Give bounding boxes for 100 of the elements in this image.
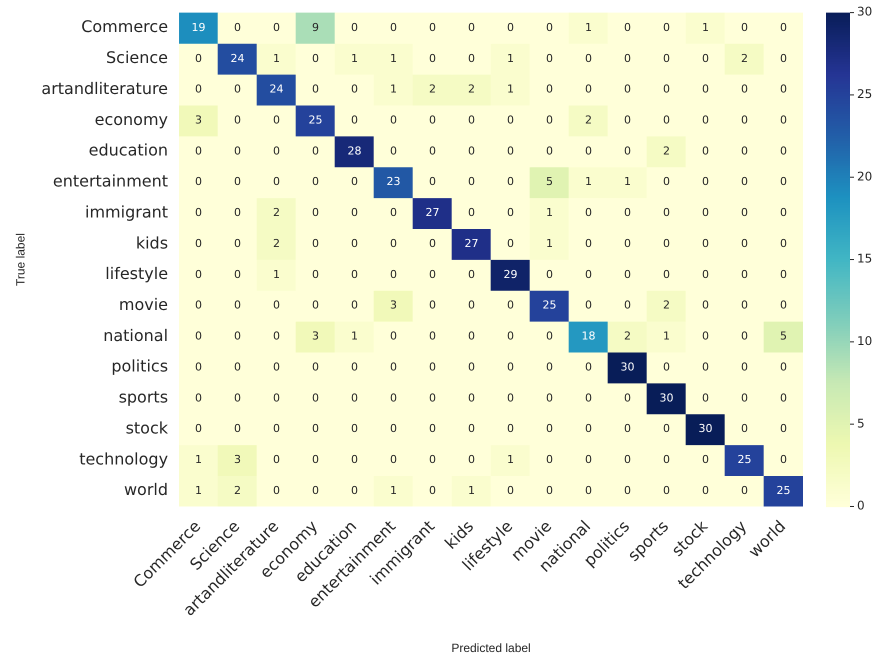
data-label: 0: [351, 453, 358, 466]
data-label: 2: [663, 144, 670, 158]
data-label: 30: [620, 360, 635, 374]
y-axis-title: True label: [14, 233, 28, 286]
data-label: 1: [468, 484, 476, 497]
data-label: 0: [663, 52, 670, 65]
data-label: 0: [351, 298, 358, 312]
data-label: 29: [504, 268, 518, 281]
data-label: 0: [507, 113, 514, 126]
data-label: 0: [234, 360, 242, 374]
data-label: 0: [312, 391, 320, 404]
data-label: 0: [468, 20, 476, 34]
data-label: 0: [780, 52, 787, 65]
data-label: 3: [390, 298, 398, 312]
data-label: 0: [468, 268, 476, 281]
data-label: 0: [624, 20, 632, 34]
data-label: 0: [351, 360, 358, 374]
data-label: 0: [195, 144, 202, 158]
data-label: 1: [195, 453, 202, 466]
data-label: 25: [542, 298, 557, 312]
data-label: 0: [624, 422, 632, 436]
data-label: 1: [585, 175, 592, 188]
data-label: 0: [351, 175, 358, 188]
data-label: 0: [585, 453, 592, 466]
data-label: 0: [624, 484, 632, 497]
data-label: 0: [195, 82, 202, 96]
data-label: 0: [468, 330, 476, 343]
data-label: 0: [429, 144, 436, 158]
data-label: 0: [351, 206, 358, 220]
data-label: 2: [273, 206, 280, 220]
data-label: 0: [351, 82, 358, 96]
data-label: 0: [546, 268, 554, 281]
data-label: 0: [351, 484, 358, 497]
data-label: 0: [780, 82, 787, 96]
data-label: 0: [507, 330, 514, 343]
data-label: 0: [234, 422, 242, 436]
data-label: 0: [741, 206, 748, 220]
data-label: 0: [312, 422, 320, 436]
data-label: 1: [546, 206, 554, 220]
data-label: 0: [507, 236, 514, 250]
data-label: 0: [780, 268, 787, 281]
data-label: 1: [507, 82, 514, 96]
data-label: 0: [702, 236, 710, 250]
data-label: 0: [429, 175, 436, 188]
data-label: 0: [780, 20, 787, 34]
data-label: 0: [507, 20, 514, 34]
data-label: 0: [351, 391, 358, 404]
data-label: 0: [507, 175, 514, 188]
data-label: 0: [234, 20, 242, 34]
y-tick-label: politics: [111, 356, 168, 376]
data-label: 2: [585, 113, 592, 126]
data-label: 0: [780, 298, 787, 312]
data-label: 0: [195, 52, 202, 65]
data-label: 0: [507, 206, 514, 220]
data-label: 0: [234, 206, 242, 220]
y-tick-label: sports: [118, 388, 168, 407]
data-label: 0: [390, 113, 398, 126]
data-label: 0: [468, 360, 476, 374]
data-label: 0: [351, 236, 358, 250]
y-tick-label: Science: [106, 48, 168, 68]
data-label: 0: [390, 330, 398, 343]
data-label: 0: [624, 113, 632, 126]
color-bar-label: 25: [857, 87, 872, 102]
data-label: 0: [585, 82, 592, 96]
data-label: 0: [702, 298, 710, 312]
data-label: 0: [585, 484, 592, 497]
data-label: 0: [468, 422, 476, 436]
data-label: 19: [192, 20, 206, 34]
data-label: 0: [390, 236, 398, 250]
data-label: 0: [390, 422, 398, 436]
data-label: 24: [270, 82, 284, 96]
data-label: 0: [741, 330, 748, 343]
data-label: 0: [390, 268, 398, 281]
data-label: 0: [234, 391, 242, 404]
y-tick-label: national: [103, 326, 168, 345]
data-label: 0: [390, 206, 398, 220]
data-label: 5: [780, 330, 787, 343]
y-tick-label: lifestyle: [105, 264, 168, 284]
data-label: 0: [780, 360, 787, 374]
data-label: 0: [429, 330, 436, 343]
data-label: 0: [624, 236, 632, 250]
data-label: 0: [312, 144, 320, 158]
data-label: 0: [312, 453, 320, 466]
data-label: 2: [663, 298, 670, 312]
data-label: 0: [390, 453, 398, 466]
data-label: 0: [663, 360, 670, 374]
data-label: 0: [234, 236, 242, 250]
data-label: 0: [195, 236, 202, 250]
data-label: 0: [312, 236, 320, 250]
data-label: 0: [429, 391, 436, 404]
y-tick-label: technology: [79, 449, 168, 468]
data-label: 1: [546, 236, 554, 250]
data-label: 1: [507, 453, 514, 466]
data-label: 0: [429, 268, 436, 281]
data-label: 0: [234, 330, 242, 343]
data-label: 0: [741, 175, 748, 188]
data-label: 2: [468, 82, 476, 96]
data-label: 2: [273, 236, 280, 250]
data-label: 5: [546, 175, 554, 188]
data-label: 0: [273, 453, 280, 466]
